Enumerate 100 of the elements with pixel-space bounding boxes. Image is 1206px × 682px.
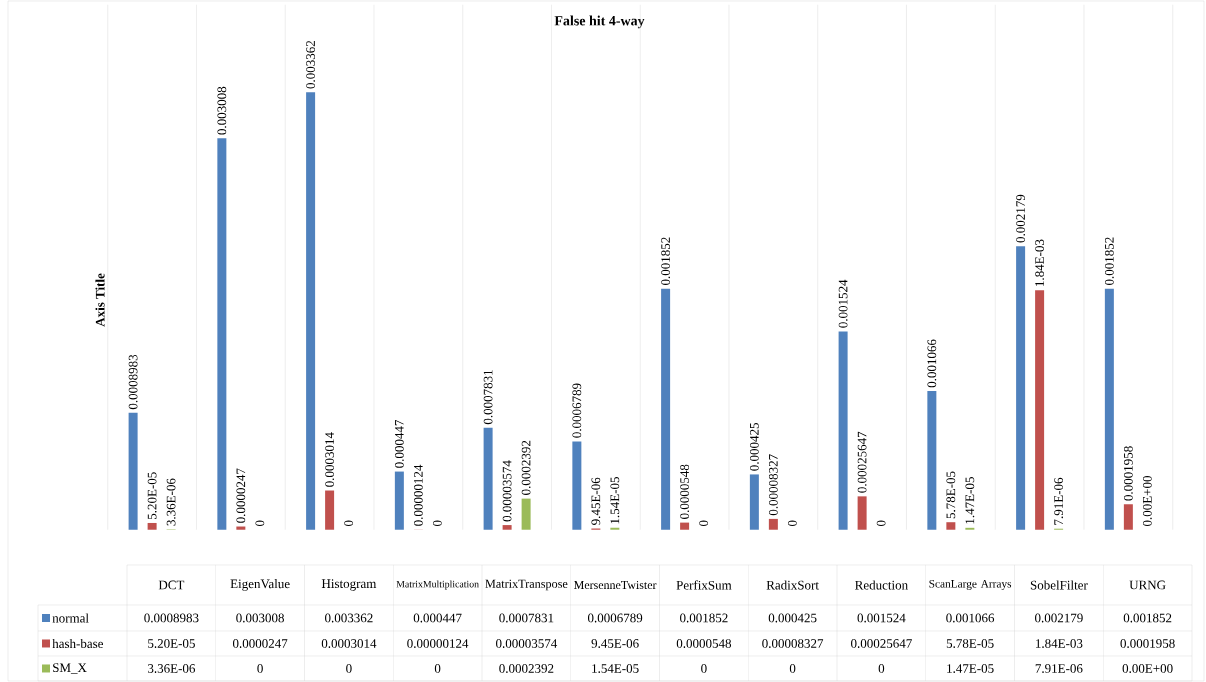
x-tick-label: Histogram — [321, 579, 377, 591]
data-label: 0 — [789, 664, 796, 673]
data-label: 0.001524 — [857, 613, 906, 623]
text: 0.002179 — [1016, 194, 1026, 243]
text: 0 — [787, 520, 797, 527]
text: 0.003008 — [217, 86, 227, 135]
data-label: 0.0002392 — [499, 664, 554, 673]
data-label: 1.84E-03 — [1036, 639, 1083, 648]
legend-label: SM_X — [53, 663, 87, 674]
bar — [661, 288, 671, 530]
text: 9.45E-06 — [591, 477, 601, 525]
text: 0.001852 — [1104, 237, 1114, 286]
x-tick-label: RadixSort — [766, 580, 819, 590]
text: 1.84E-03 — [1035, 239, 1045, 286]
text: 0.000447 — [394, 419, 404, 468]
bar — [1104, 288, 1114, 530]
data-label: 0.000447 — [413, 613, 462, 623]
x-tick-label: SobelFilter — [1030, 580, 1088, 590]
x-tick-label: ScanLarge Arrays — [929, 580, 1012, 590]
data-label: 0.00025647 — [851, 639, 912, 648]
data-label: 0 — [878, 664, 885, 673]
text: 0 — [432, 520, 442, 527]
y-axis-title: Axis Title — [95, 273, 105, 327]
text: 0.0006789 — [572, 383, 582, 438]
bar — [217, 138, 227, 530]
bar — [610, 527, 620, 530]
x-tick-label: MersenneTwister — [574, 580, 657, 589]
bar — [502, 525, 512, 530]
text: 0.0008983 — [128, 354, 138, 410]
x-tick-label: EigenValue — [230, 579, 290, 591]
x-tick-label: DCT — [158, 580, 185, 590]
data-label: 0.000425 — [768, 613, 817, 623]
bar — [1035, 290, 1045, 530]
text: 0.00008327 — [768, 454, 778, 516]
x-tick-label: MatrixMultiplication — [396, 580, 479, 590]
bar — [128, 412, 138, 530]
data-label: 0.002179 — [1035, 613, 1083, 623]
data-label: 0.0006789 — [587, 613, 643, 623]
x-tick-label: PerfixSum — [676, 580, 732, 590]
data-label: 0.00003574 — [496, 639, 558, 648]
text: 7.91E-06 — [1054, 477, 1064, 525]
data-label: 0.00000124 — [407, 639, 469, 648]
text: 0.001066 — [927, 339, 937, 388]
x-tick-label: Reduction — [855, 580, 908, 590]
data-label: 0.0000548 — [676, 639, 732, 648]
text: 0 — [699, 520, 708, 527]
x-tick-label: URNG — [1129, 580, 1166, 590]
data-label: 0.001852 — [1123, 613, 1172, 623]
data-label: 0.00008327 — [762, 639, 824, 648]
data-label: 0.001066 — [946, 613, 995, 623]
data-label: 0.0001958 — [1120, 639, 1175, 648]
data-label: 0 — [434, 664, 441, 673]
bar — [680, 522, 690, 530]
data-label: 0.001852 — [680, 613, 728, 623]
text: 0.003362 — [306, 41, 316, 89]
bar — [572, 441, 582, 530]
data-label: 0 — [257, 664, 263, 673]
x-tick-label: MatrixTranspose — [485, 579, 568, 591]
bar — [857, 496, 867, 530]
data-label: 3.36E-06 — [148, 664, 196, 673]
data-label: 5.78E-05 — [946, 639, 994, 648]
data-label: 9.45E-06 — [591, 639, 639, 648]
bar — [1016, 246, 1026, 530]
text: 0.001852 — [661, 237, 671, 286]
data-label: 1.47E-05 — [947, 664, 994, 673]
text: 0 — [344, 520, 353, 527]
text: 0.0007831 — [483, 370, 493, 425]
text: 0.000425 — [749, 422, 759, 471]
legend-label: normal — [52, 613, 89, 623]
data-label: 0.003362 — [325, 613, 373, 623]
legend-label: hash-base — [52, 638, 104, 649]
bar — [306, 92, 316, 530]
text: 0.00003574 — [502, 460, 512, 522]
bar — [768, 518, 778, 530]
bar — [394, 471, 404, 530]
text: 0.00000124 — [413, 464, 423, 526]
text: 0 — [876, 520, 886, 527]
chart-title: False hit 4-way — [554, 15, 645, 29]
text: 0.0003014 — [325, 432, 335, 487]
text: 3.36E-06 — [166, 478, 176, 526]
text: 0 — [255, 520, 265, 527]
data-label: 0 — [346, 664, 352, 673]
bar — [1123, 504, 1133, 530]
bar — [946, 522, 956, 530]
data-label: 5.20E-05 — [148, 639, 195, 648]
text: 5.78E-05 — [946, 471, 956, 519]
bar — [521, 498, 531, 530]
text: 0.0000548 — [680, 464, 690, 519]
bar — [927, 391, 937, 530]
text: 0.00E+00 — [1142, 476, 1152, 527]
data-label: 0.0003014 — [321, 639, 377, 648]
text: 1.54E-05 — [610, 477, 620, 524]
data-label: 0.00E+00 — [1122, 664, 1173, 673]
text: 1.47E-05 — [965, 477, 975, 524]
bar — [749, 474, 759, 530]
text: 0.0001958 — [1123, 446, 1133, 501]
text: 5.20E-05 — [147, 472, 157, 520]
data-label: 0.0007831 — [499, 613, 554, 623]
data-label: 7.91E-06 — [1035, 664, 1083, 673]
bar — [483, 427, 493, 530]
